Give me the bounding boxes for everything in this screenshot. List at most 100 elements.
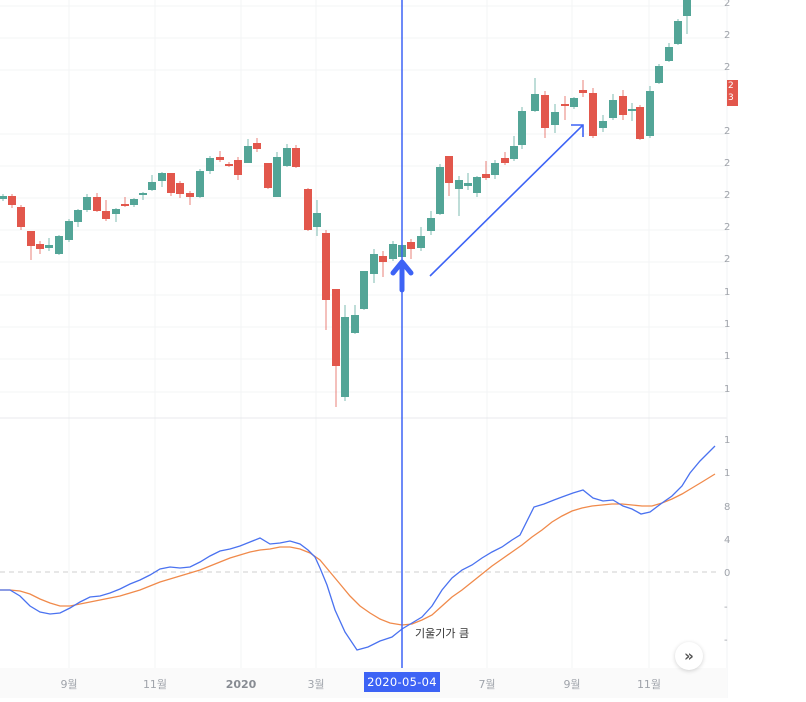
macd-tick-label: 1	[724, 435, 730, 446]
candle	[579, 80, 587, 97]
up-arrow-icon	[390, 259, 414, 293]
price-tick-label: 2	[724, 254, 730, 265]
candle	[93, 193, 101, 212]
candle	[609, 94, 617, 120]
candle	[234, 157, 242, 180]
scroll-to-realtime-button[interactable]: »	[675, 642, 703, 670]
price-tick-label: 2	[724, 62, 730, 73]
price-badge-line1: 2	[728, 81, 734, 91]
candle	[674, 19, 682, 45]
candle	[74, 209, 82, 227]
grid-lines	[0, 0, 727, 668]
time-tick-label: 3월	[307, 678, 324, 691]
candle	[17, 205, 25, 230]
candle	[341, 305, 349, 401]
candle	[244, 139, 252, 163]
candle	[351, 305, 359, 334]
candlestick-series	[0, 0, 691, 407]
candle	[510, 136, 518, 161]
candle	[473, 176, 481, 197]
candle	[225, 162, 233, 167]
candle	[531, 78, 539, 112]
candle	[8, 194, 16, 208]
price-tick-label: 1	[724, 351, 730, 362]
candle	[599, 115, 607, 132]
crosshair-date-label: 2020-05-04	[364, 672, 440, 692]
candle	[464, 173, 472, 190]
macd-tick-label: 1	[724, 468, 730, 479]
price-tick-label: 2	[724, 126, 730, 137]
candle	[130, 198, 138, 207]
candle	[158, 172, 166, 187]
price-tick-label: 1	[724, 287, 730, 298]
candle	[55, 235, 63, 255]
current-price-badge: 2 3	[727, 80, 738, 106]
price-tick-label: 1	[724, 319, 730, 330]
candle	[518, 107, 526, 149]
time-axis: 9월 11월 2020 3월 7월 9월 11월	[60, 678, 661, 691]
candle	[570, 97, 578, 109]
time-tick-label: 11월	[143, 678, 167, 691]
candle	[45, 238, 53, 251]
time-tick-label: 7월	[478, 678, 495, 691]
candle	[455, 176, 463, 216]
candle	[139, 192, 147, 200]
price-tick-label: 2	[724, 158, 730, 169]
macd-signal-line	[0, 473, 716, 626]
candle	[112, 208, 120, 222]
candle	[379, 251, 387, 277]
candle	[304, 188, 312, 231]
candle	[332, 289, 340, 407]
candle	[83, 194, 91, 212]
candle	[589, 88, 597, 138]
candle	[501, 152, 509, 165]
candle	[683, 0, 691, 34]
candle	[216, 151, 224, 162]
candle	[36, 241, 44, 254]
macd-tick-label: 0	[724, 568, 730, 579]
trend-arrow-icon	[429, 124, 584, 277]
candle	[619, 90, 627, 120]
candle	[176, 181, 184, 198]
price-tick-label: 2	[724, 190, 730, 201]
macd-tick-label: -	[724, 602, 728, 613]
candle	[264, 163, 272, 189]
price-tick-label: 2	[724, 30, 730, 41]
candle	[253, 138, 261, 152]
candle	[551, 104, 559, 133]
macd-axis: 1 1 8 4 0 - -	[724, 435, 730, 646]
candle	[655, 64, 663, 84]
candle	[148, 175, 156, 191]
candle	[65, 219, 73, 242]
macd-line	[0, 445, 716, 651]
price-tick-label: 2	[724, 0, 730, 9]
price-axis: 2 2 2 2 2 2 2 2 1 1 1 1	[724, 0, 730, 395]
double-chevron-right-icon: »	[684, 647, 694, 665]
candle	[167, 173, 175, 196]
time-tick-label: 9월	[60, 678, 77, 691]
time-tick-label: 11월	[637, 678, 661, 691]
price-tick-label: 2	[724, 222, 730, 233]
candle	[121, 197, 129, 207]
candle	[541, 91, 549, 138]
price-badge-line2: 3	[728, 93, 734, 103]
candle	[292, 145, 300, 168]
candle	[360, 271, 368, 310]
candle	[206, 156, 214, 174]
candle	[445, 156, 453, 196]
candle	[417, 227, 425, 251]
macd-tick-label: 8	[724, 502, 730, 513]
candle	[491, 160, 499, 179]
macd-tick-label: 4	[724, 535, 730, 546]
candle	[283, 144, 291, 167]
candle	[370, 249, 378, 283]
candle	[389, 241, 397, 261]
time-axis-bg	[0, 668, 727, 698]
time-tick-label: 2020	[226, 678, 257, 691]
candle	[628, 103, 636, 121]
candle	[427, 211, 435, 235]
candle	[436, 164, 444, 215]
candle	[196, 169, 204, 198]
